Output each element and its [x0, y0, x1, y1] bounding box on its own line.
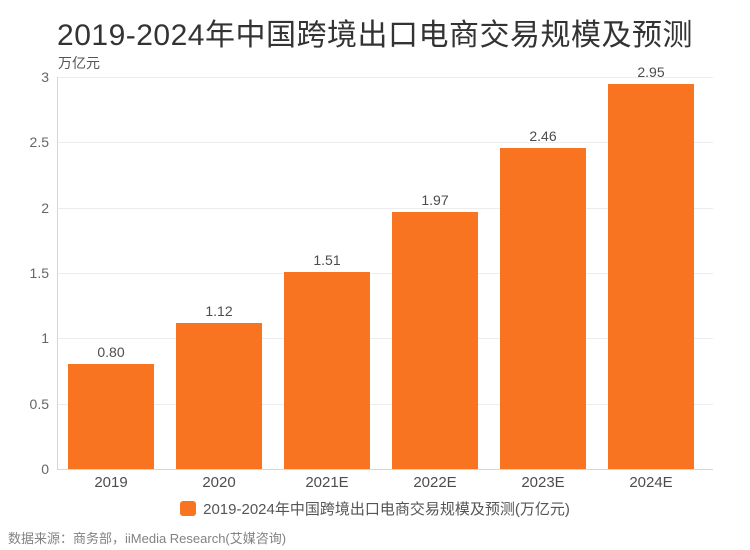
- data-source-note: 数据来源：商务部，iiMedia Research(艾媒咨询): [8, 531, 287, 546]
- x-axis-line: [57, 469, 713, 470]
- bar: [176, 323, 262, 469]
- bar-value-label: 1.51: [313, 252, 341, 268]
- y-axis-tick-label: 0.5: [29, 395, 49, 412]
- legend: 2019-2024年中国跨境出口电商交易规模及预测(万亿元): [0, 498, 750, 519]
- y-axis-unit-label: 万亿元: [58, 55, 100, 71]
- gridline: [58, 77, 713, 78]
- y-axis-tick-label: 0: [41, 461, 49, 477]
- bar-value-label: 0.80: [97, 344, 125, 360]
- bar-value-label: 1.97: [421, 192, 449, 208]
- gridline: [58, 338, 713, 340]
- bar: [68, 364, 154, 469]
- gridline: [58, 142, 713, 144]
- bar: [284, 272, 370, 469]
- x-axis-tick-label: 2020: [202, 474, 236, 491]
- bar-value-label: 1.12: [205, 303, 233, 319]
- x-axis-tick-label: 2024E: [629, 474, 673, 491]
- bar-value-label: 2.46: [529, 128, 557, 144]
- chart-title: 2019-2024年中国跨境出口电商交易规模及预测: [57, 19, 693, 52]
- bar: [392, 212, 478, 469]
- gridline: [58, 403, 713, 405]
- bar-value-label: 2.95: [637, 64, 665, 80]
- gridline: [58, 207, 713, 209]
- y-axis-tick-label: 1.5: [29, 265, 49, 281]
- legend-swatch: [180, 501, 197, 516]
- x-axis-tick-label: 2023E: [521, 474, 565, 491]
- y-axis-tick-label: 2.5: [29, 134, 49, 151]
- bar: [608, 84, 694, 469]
- bar: [500, 148, 586, 469]
- y-axis-line: [57, 77, 58, 469]
- y-axis-tick-label: 3: [41, 69, 49, 85]
- x-axis-tick-label: 2019: [94, 474, 128, 491]
- gridline: [58, 273, 713, 274]
- legend-label: 2019-2024年中国跨境出口电商交易规模及预测(万亿元): [203, 501, 570, 518]
- x-axis-tick-label: 2021E: [305, 474, 349, 491]
- x-axis-tick-label: 2022E: [413, 474, 457, 491]
- y-axis-tick-label: 2: [41, 199, 49, 216]
- y-axis-tick-label: 1: [41, 330, 49, 347]
